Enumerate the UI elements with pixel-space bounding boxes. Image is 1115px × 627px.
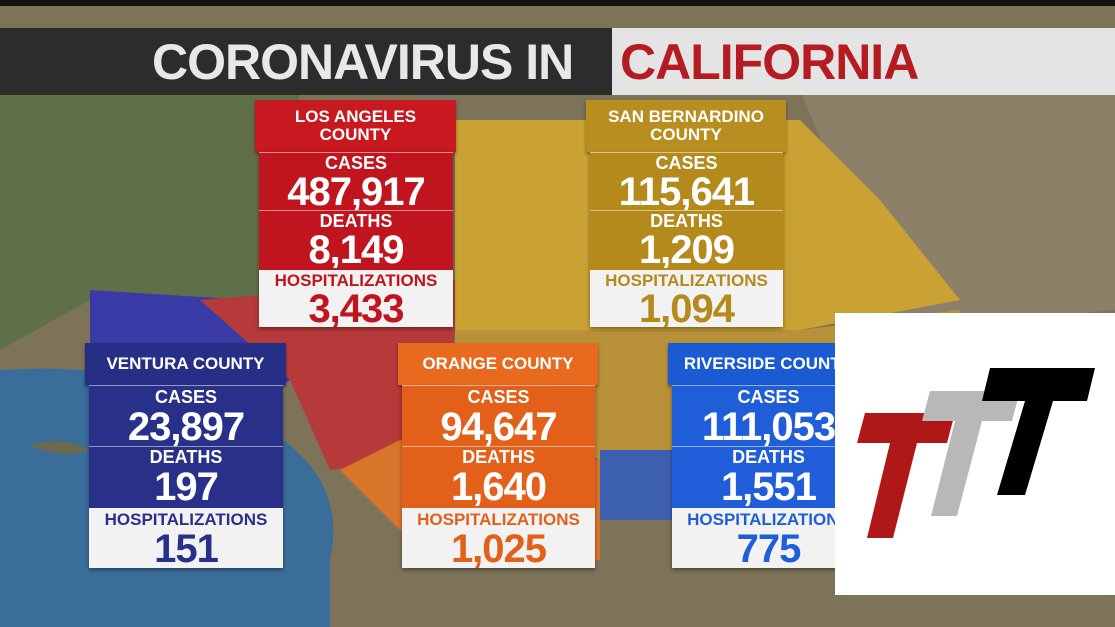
stat-value: 8,149 bbox=[259, 232, 453, 268]
stat-value: 197 bbox=[89, 469, 283, 507]
county-name: LOS ANGELES COUNTY bbox=[255, 100, 456, 152]
stat-label: CASES bbox=[590, 152, 783, 175]
stat-value: 115,641 bbox=[590, 174, 783, 210]
county-stats: CASES 94,647 DEATHS 1,640 HOSPITALIZATIONS 1,… bbox=[402, 385, 595, 568]
stat-value: 1,551 bbox=[672, 469, 865, 507]
stat-label: DEATHS bbox=[259, 210, 453, 233]
stat-label: CASES bbox=[402, 385, 595, 409]
county-stats: CASES 115,641 DEATHS 1,209 HOSPITALIZATIONS 1… bbox=[590, 152, 783, 327]
stat-value: 94,647 bbox=[402, 408, 595, 446]
stat-label: DEATHS bbox=[590, 210, 783, 233]
stat-label: HOSPITALIZATIONS bbox=[672, 506, 865, 531]
stat-value: 111,053 bbox=[672, 408, 865, 446]
title-right: CALIFORNIA bbox=[620, 33, 919, 90]
stat-value: 1,025 bbox=[402, 530, 595, 568]
station-logo bbox=[835, 313, 1115, 595]
stat-value: 3,433 bbox=[259, 291, 453, 327]
county-name: RIVERSIDE COUNTY bbox=[668, 343, 868, 385]
county-box: RIVERSIDE COUNTY CASES 111,053 DEATHS 1,551 H… bbox=[668, 343, 868, 568]
county-name: VENTURA COUNTY bbox=[85, 343, 286, 385]
county-stats: CASES 111,053 DEATHS 1,551 HOSPITALIZATIONS 7… bbox=[672, 385, 865, 568]
county-box: VENTURA COUNTY CASES 23,897 DEATHS 197 HOSPIT… bbox=[85, 343, 286, 568]
top-bar bbox=[0, 0, 1115, 6]
county-box: LOS ANGELES COUNTY CASES 487,917 DEATHS 8,14… bbox=[255, 100, 456, 327]
stat-value: 1,640 bbox=[402, 469, 595, 507]
stat-value: 775 bbox=[672, 530, 865, 568]
stat-label: CASES bbox=[259, 152, 453, 175]
county-name: SAN BERNARDINO COUNTY bbox=[586, 100, 786, 152]
stat-label: HOSPITALIZATIONS bbox=[259, 268, 453, 292]
county-box: ORANGE COUNTY CASES 94,647 DEATHS 1,640 HOSPI… bbox=[398, 343, 598, 568]
title-bar-left bbox=[0, 28, 612, 95]
stat-label: CASES bbox=[89, 385, 283, 409]
county-stats: CASES 487,917 DEATHS 8,149 HOSPITALIZATIONS 3… bbox=[259, 152, 453, 327]
stat-value: 151 bbox=[89, 530, 283, 568]
stat-label: DEATHS bbox=[672, 445, 865, 470]
county-name: ORANGE COUNTY bbox=[398, 343, 598, 385]
stat-label: DEATHS bbox=[402, 445, 595, 470]
stat-label: CASES bbox=[672, 385, 865, 409]
stat-label: HOSPITALIZATIONS bbox=[402, 506, 595, 531]
title-bar-right bbox=[612, 28, 1115, 95]
stat-value: 1,209 bbox=[590, 232, 783, 268]
logo-mark bbox=[857, 368, 1095, 538]
stat-value: 487,917 bbox=[259, 174, 453, 210]
stat-label: HOSPITALIZATIONS bbox=[590, 268, 783, 292]
stat-label: HOSPITALIZATIONS bbox=[89, 506, 283, 531]
title-left: CORONAVIRUS IN bbox=[152, 33, 574, 90]
stat-value: 23,897 bbox=[89, 408, 283, 446]
stat-label: DEATHS bbox=[89, 445, 283, 470]
county-box: SAN BERNARDINO COUNTY CASES 115,641 DEATHS 1… bbox=[586, 100, 786, 327]
stat-value: 1,094 bbox=[590, 291, 783, 327]
county-stats: CASES 23,897 DEATHS 197 HOSPITALIZATIONS 151 bbox=[89, 385, 283, 568]
